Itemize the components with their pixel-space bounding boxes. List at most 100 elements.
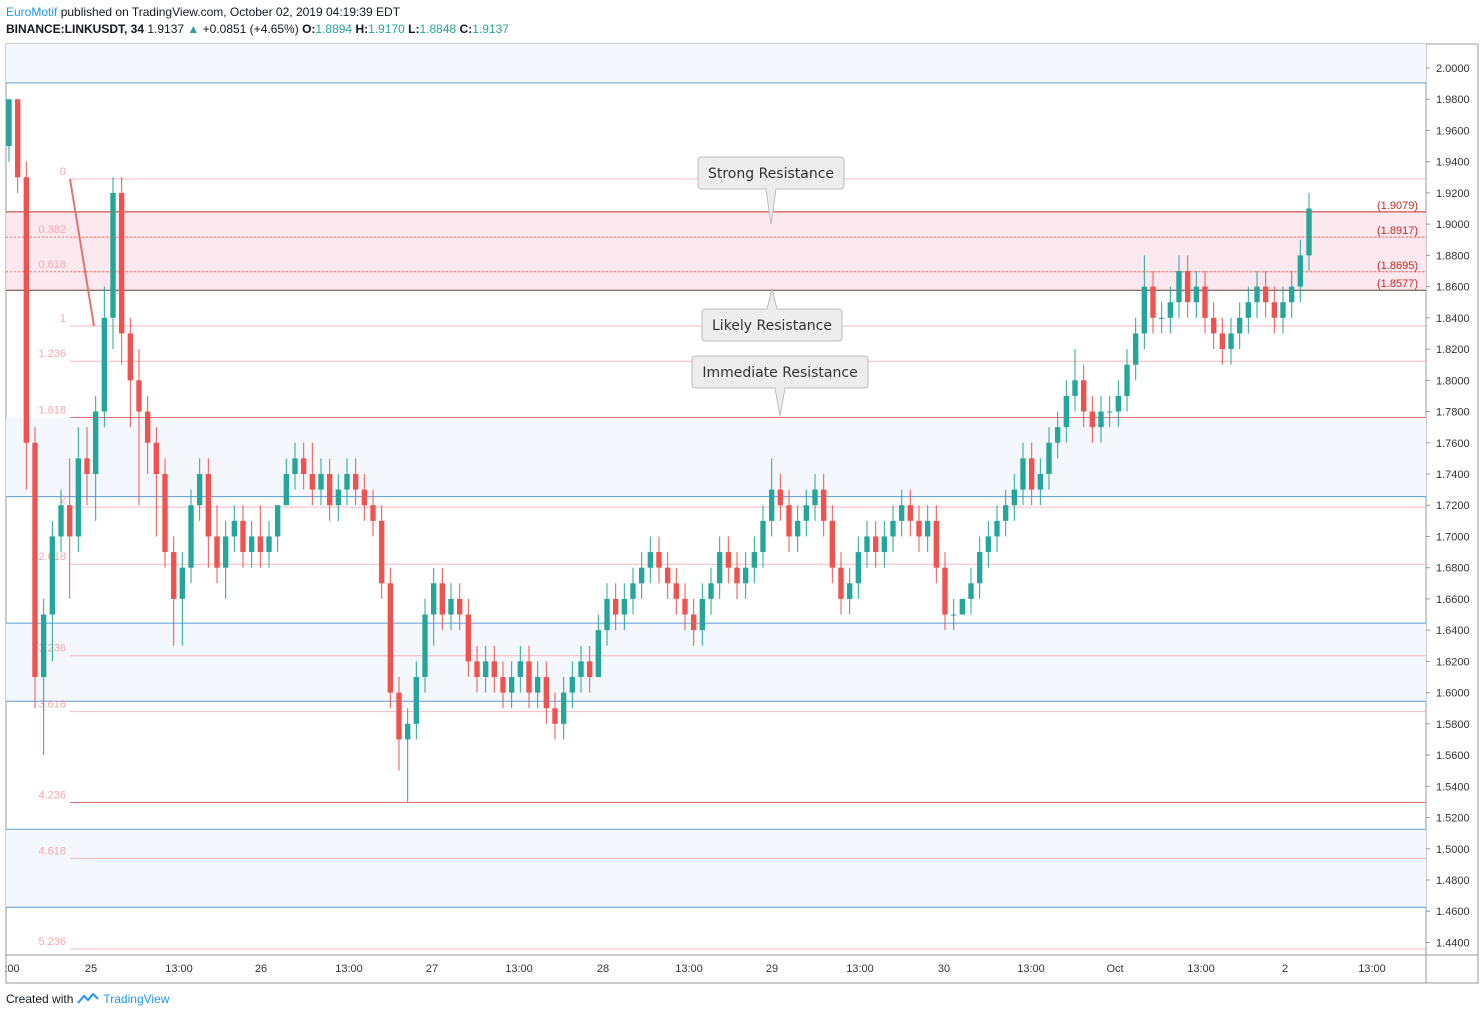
- candle-body: [222, 536, 229, 568]
- y-tick-label: 1.4600: [1436, 906, 1470, 918]
- y-tick-label: 1.7200: [1436, 500, 1470, 512]
- candle: [664, 552, 671, 599]
- candle-body: [508, 676, 515, 693]
- y-tick-label: 1.4800: [1436, 875, 1470, 887]
- price-level-label: (1.8695): [1377, 260, 1418, 272]
- candle: [690, 598, 697, 646]
- candle-body: [110, 192, 116, 318]
- candle-body: [266, 536, 272, 553]
- fib-level-label: 0.382: [38, 224, 66, 236]
- x-tick-label: Oct: [1106, 963, 1123, 975]
- candle-body: [1210, 317, 1217, 334]
- candle-body: [40, 614, 47, 677]
- candle: [682, 583, 688, 631]
- channel-band: [6, 417, 1426, 497]
- callout-1: Likely Resistance: [701, 288, 843, 342]
- y-tick-label: 1.7000: [1436, 531, 1470, 543]
- callout-box: [691, 355, 869, 417]
- y-tick-label: 1.5600: [1436, 750, 1470, 762]
- candle: [196, 458, 203, 521]
- candle: [569, 661, 576, 709]
- candle-body: [205, 473, 212, 537]
- created-with-text: Created with: [6, 992, 74, 1006]
- candle-body: [517, 661, 524, 677]
- x-tick-label: 13:00: [1017, 963, 1045, 975]
- x-tick-label: 2: [1282, 963, 1288, 975]
- candle: [456, 583, 463, 631]
- x-tick-label: 13:00: [165, 963, 193, 975]
- fib-level-label: 4.236: [38, 790, 66, 802]
- candle: [595, 614, 602, 677]
- x-tick-label: 13:00: [505, 963, 533, 975]
- candle: [1202, 270, 1208, 334]
- candle: [1002, 489, 1009, 537]
- candle: [1115, 380, 1122, 428]
- channel-band: [6, 623, 1426, 702]
- candle: [439, 567, 446, 631]
- candle-body: [1124, 364, 1130, 396]
- candle-body: [1297, 255, 1304, 287]
- candle: [586, 645, 593, 693]
- candle-body: [370, 505, 376, 521]
- x-tick-label: 13:00: [335, 963, 363, 975]
- candle: [430, 567, 437, 646]
- candle-body: [933, 520, 940, 568]
- candle-body: [144, 411, 151, 443]
- y-tick-label: 1.8200: [1436, 344, 1470, 356]
- candle: [846, 567, 853, 615]
- tradingview-brand[interactable]: TradingView: [103, 992, 170, 1006]
- candle-body: [872, 536, 879, 553]
- candle-body: [526, 661, 532, 693]
- close-value: 1.9137: [472, 22, 509, 36]
- candle-body: [942, 567, 948, 615]
- candle: [118, 177, 125, 365]
- candle: [1262, 270, 1269, 318]
- publish-line: EuroMotif published on TradingView.com, …: [6, 4, 509, 21]
- price-level-label: (1.8577): [1377, 278, 1418, 290]
- candle-body: [864, 536, 870, 553]
- candle-body: [1115, 395, 1122, 412]
- callout-box: [701, 288, 843, 342]
- candle-body: [673, 583, 680, 599]
- candle: [526, 645, 532, 709]
- candle: [110, 177, 116, 350]
- candle: [924, 505, 931, 553]
- publisher-name[interactable]: EuroMotif: [6, 5, 58, 19]
- candle: [1184, 255, 1191, 318]
- plot-area: 00.3820.61811.2361.61822.6183.2363.6184.…: [5, 43, 1479, 984]
- price-level-label: (1.9079): [1377, 200, 1418, 212]
- candle: [361, 473, 368, 521]
- candle: [1176, 255, 1182, 318]
- candle-body: [14, 99, 21, 178]
- fib-trend-line: [69, 178, 95, 327]
- candle: [101, 286, 108, 428]
- candle-body: [1106, 411, 1113, 413]
- candle: [1254, 270, 1260, 318]
- candle-body: [439, 583, 446, 615]
- candle: [170, 536, 177, 646]
- callout-box: [697, 156, 845, 225]
- y-tick-label: 1.6000: [1436, 688, 1470, 700]
- high-value: 1.9170: [368, 22, 405, 36]
- candle: [933, 505, 940, 584]
- candle-body: [92, 411, 99, 474]
- candle: [1132, 317, 1139, 381]
- y-tick-label: 1.7600: [1436, 438, 1470, 450]
- candle-body: [1280, 302, 1286, 318]
- callout-0: Strong Resistance: [697, 156, 845, 225]
- callout-text: Likely Resistance: [712, 318, 832, 334]
- candle: [84, 427, 90, 506]
- x-tick-label: 13:00: [1358, 963, 1386, 975]
- candle: [344, 458, 350, 506]
- candle-body: [196, 473, 203, 506]
- candle-body: [959, 598, 966, 615]
- candle-body: [1002, 505, 1009, 521]
- price-change: +0.0851 (+4.65%): [202, 22, 299, 36]
- candle-body: [231, 520, 238, 537]
- chart-frame: [5, 43, 1479, 984]
- candle-body: [1271, 302, 1278, 318]
- candle-body: [32, 442, 38, 677]
- candle-body: [413, 676, 420, 724]
- candle-body: [1236, 317, 1243, 334]
